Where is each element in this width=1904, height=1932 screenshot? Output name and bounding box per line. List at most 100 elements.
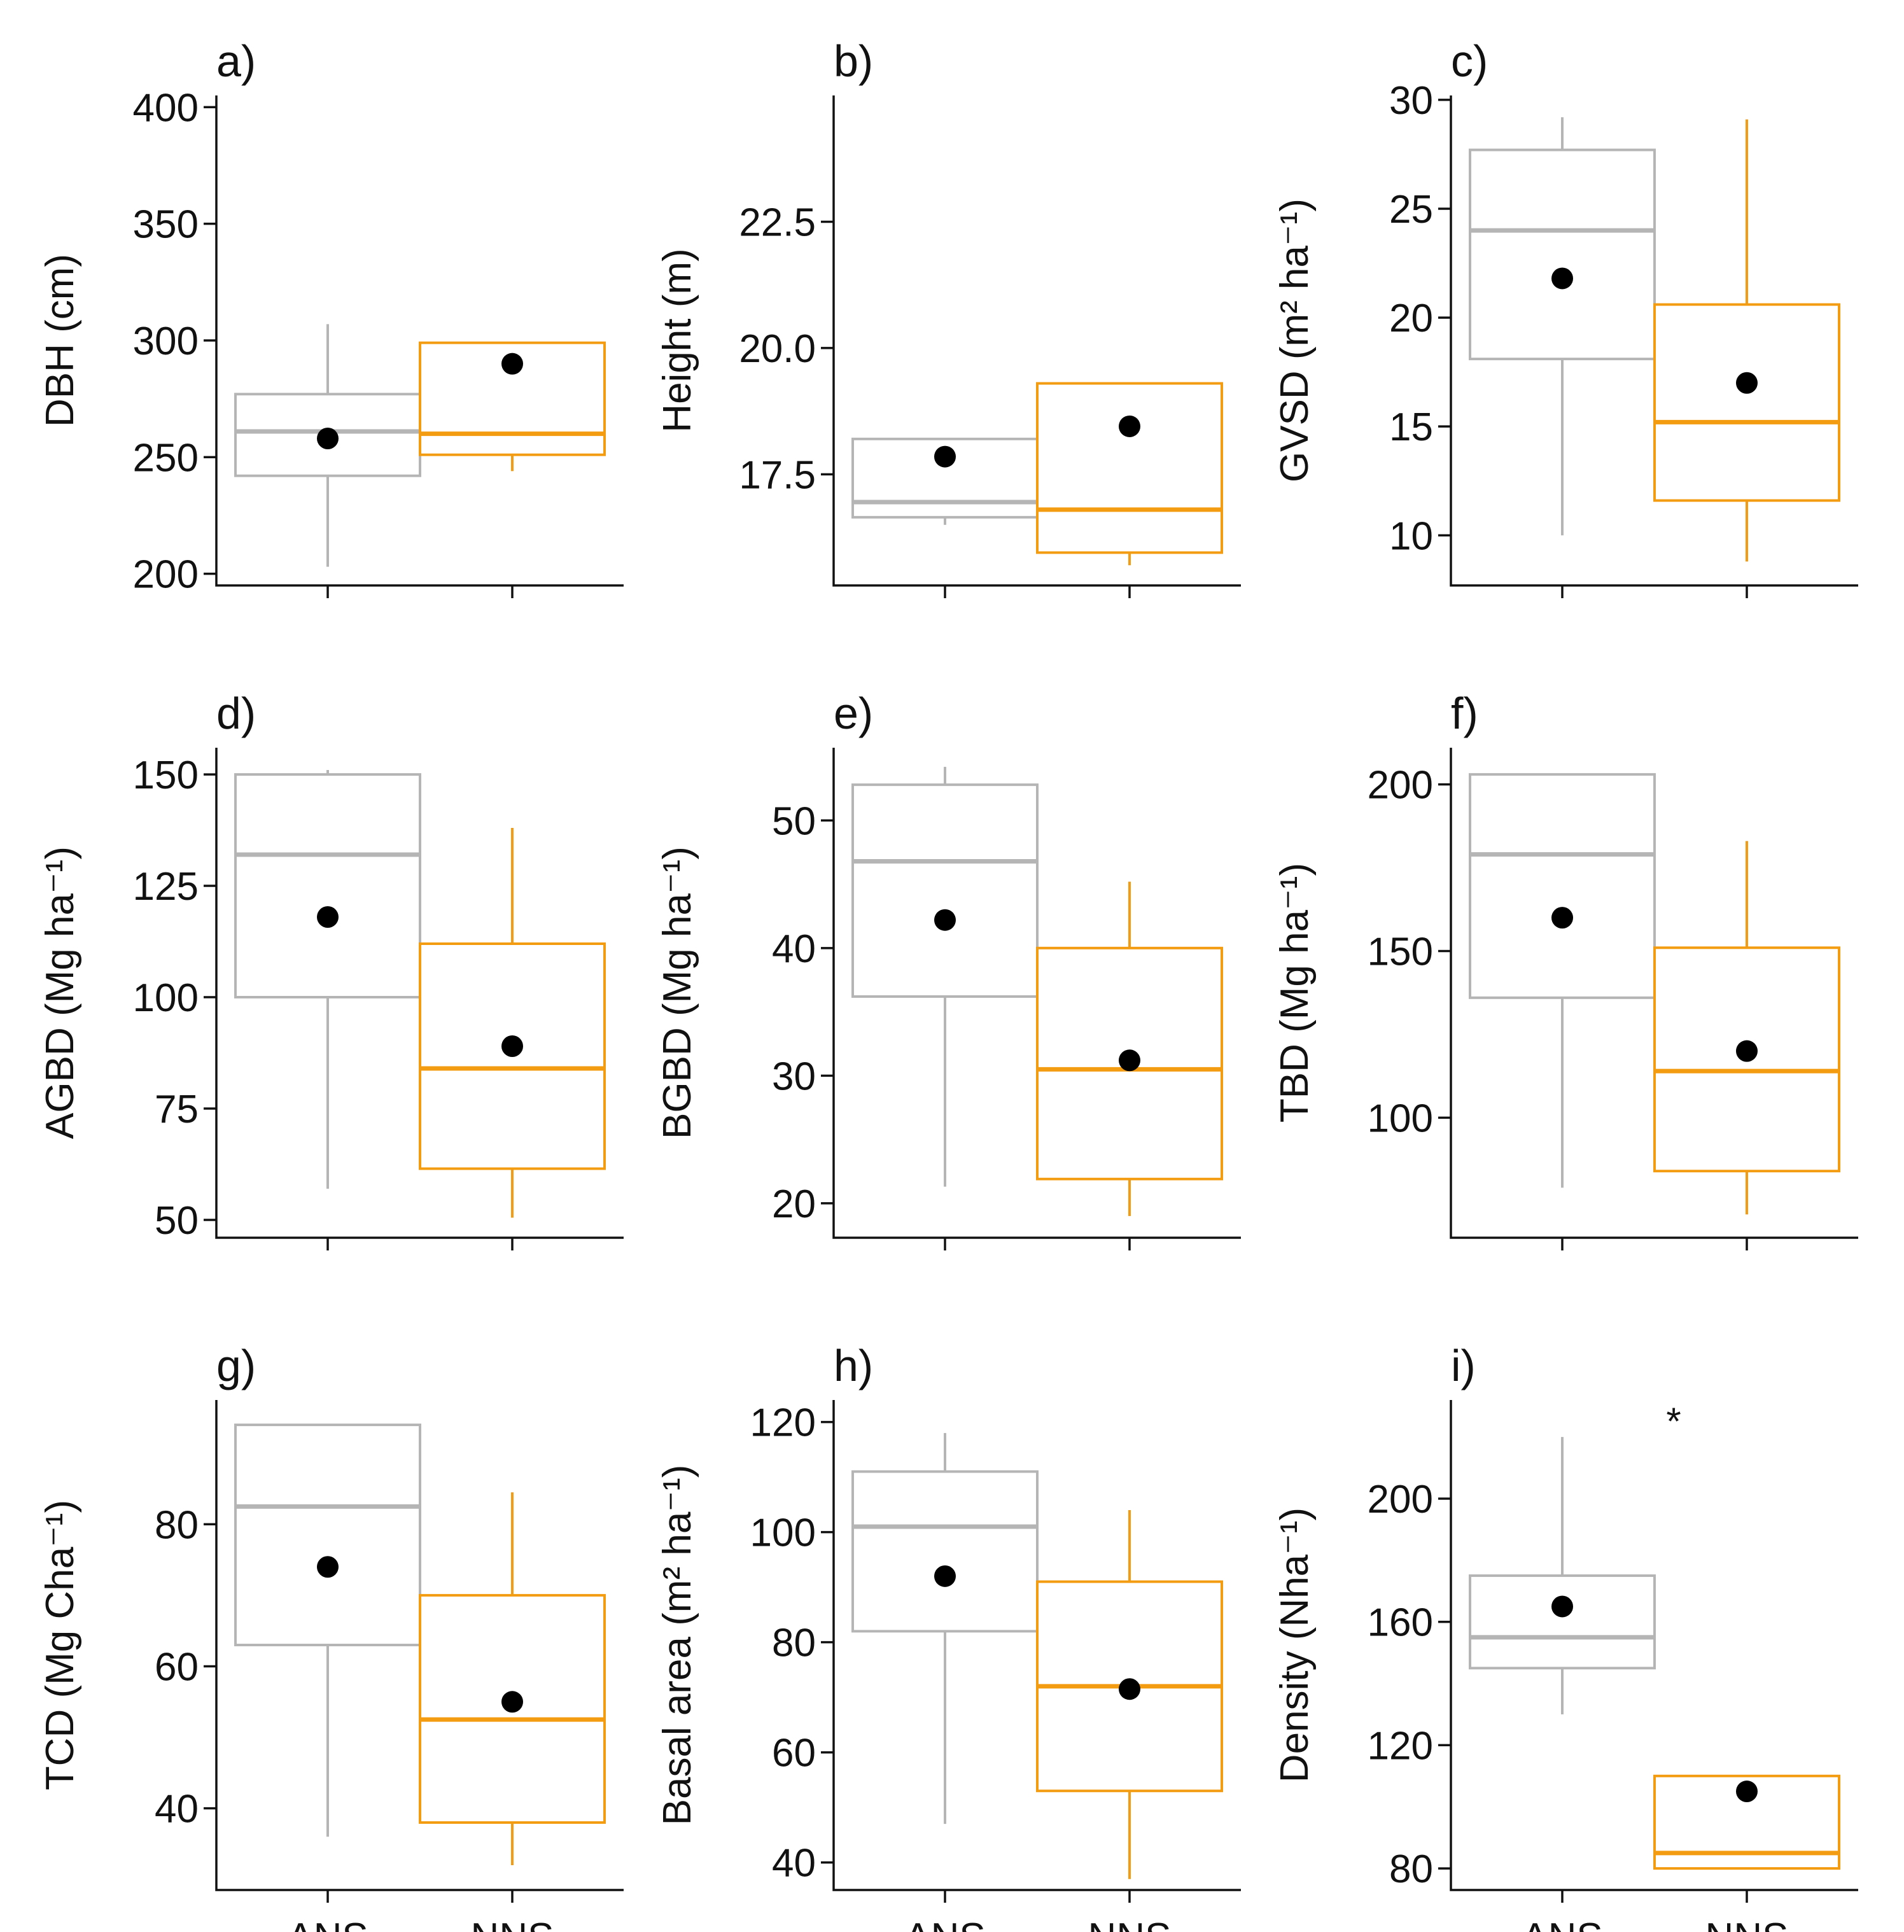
panel-label: g) (216, 1341, 256, 1390)
panel-e: e) 20 30 40 50 BGBD (Mg ha⁻¹) (655, 689, 1241, 1250)
y-axis-title: Height (m) (655, 248, 699, 432)
y-tick-label: 100 (1368, 1096, 1433, 1140)
iqr-box (851, 783, 1039, 998)
box-nns (1036, 1510, 1223, 1879)
panel-g: g) 40 60 80 TCD (Mg Cha⁻¹) ANS NNS (38, 1341, 624, 1932)
panel-a: a) 200 250 300 350 400 DBH (cm) (38, 36, 624, 598)
y-tick-label: 160 (1368, 1601, 1433, 1645)
y-tick-label: 20 (1389, 297, 1433, 340)
y-tick-label: 300 (133, 319, 199, 363)
y-tick-label: 22.5 (739, 200, 816, 244)
mean-marker (317, 906, 339, 928)
iqr-box (234, 1424, 421, 1646)
box-ans (234, 1424, 421, 1837)
panel-d: d) 50 75 100 125 150 AGBD (Mg ha⁻¹) (38, 689, 624, 1250)
axis-lines (215, 95, 624, 587)
box-nns (1653, 119, 1840, 562)
y-tick-label: 15 (1389, 405, 1433, 449)
y-tick-label: 60 (155, 1645, 199, 1689)
mean-marker (1551, 907, 1573, 929)
y-tick-label: 40 (772, 1842, 816, 1886)
y-tick-label: 80 (1389, 1847, 1433, 1891)
mean-marker (1551, 267, 1573, 290)
x-category-label: ANS (904, 1915, 985, 1932)
y-tick-label: 40 (155, 1788, 199, 1831)
box-nns (1036, 382, 1223, 566)
axis-lines (1450, 748, 1858, 1239)
mean-marker (501, 353, 523, 375)
box-nns (1653, 841, 1840, 1215)
y-tick-label: 200 (1368, 764, 1433, 808)
iqr-box (234, 773, 421, 998)
iqr-box (1653, 303, 1840, 502)
panel-c: c) 10 15 20 25 30 GVSD (m² ha⁻¹) (1273, 36, 1858, 598)
box-nns (419, 1492, 606, 1865)
panel-label: h) (834, 1341, 873, 1390)
y-tick-label: 200 (1368, 1478, 1433, 1522)
y-axis-title: TBD (Mg ha⁻¹) (1273, 863, 1317, 1123)
y-axis-title: BGBD (Mg ha⁻¹) (655, 846, 699, 1139)
mean-marker (1119, 1678, 1140, 1700)
y-tick-label: 400 (133, 86, 199, 130)
y-tick-label: 120 (750, 1401, 816, 1445)
y-tick-label: 20 (772, 1182, 816, 1226)
box-ans (1469, 117, 1656, 536)
mean-marker (317, 428, 339, 449)
box-ans (1469, 773, 1656, 1188)
mean-marker (1736, 1781, 1758, 1803)
axis-lines (832, 95, 1241, 587)
mean-marker (501, 1691, 523, 1713)
axis-lines (832, 748, 1241, 1239)
box-ans (234, 324, 421, 567)
x-category-label: NNS (471, 1915, 554, 1932)
y-axis-title: Basal area (m² ha⁻¹) (655, 1465, 699, 1826)
x-category-label: ANS (287, 1915, 368, 1932)
mean-marker (1736, 372, 1758, 394)
axis-lines (215, 748, 624, 1239)
y-tick-label: 150 (1368, 930, 1433, 974)
iqr-box (1036, 382, 1223, 554)
mean-marker (1736, 1040, 1758, 1062)
panel-label: d) (216, 689, 256, 738)
panel-label: e) (834, 689, 873, 738)
y-tick-label: 17.5 (739, 453, 816, 497)
panel-label: a) (216, 36, 256, 86)
significance-mark: * (1666, 1400, 1681, 1443)
y-tick-label: 30 (772, 1054, 816, 1098)
box-nns (1653, 1774, 1840, 1870)
y-tick-label: 350 (133, 203, 199, 247)
y-axis-title: DBH (cm) (38, 254, 82, 427)
panel-i: i) 80 120 160 200 Density (Nha⁻¹) ANS NNS * (1273, 1341, 1858, 1932)
box-ans (1469, 1437, 1656, 1714)
y-tick-label: 20.0 (739, 327, 816, 371)
panel-b: b) 17.5 20.0 22.5 Height (m) (655, 36, 1241, 598)
x-category-label: NNS (1088, 1915, 1172, 1932)
iqr-box (1469, 1574, 1656, 1670)
y-tick-label: 30 (1389, 79, 1433, 123)
mean-marker (934, 909, 956, 931)
mean-marker (501, 1035, 523, 1057)
mean-marker (1119, 1049, 1140, 1072)
iqr-box (1469, 148, 1656, 361)
panel-label: c) (1451, 36, 1488, 86)
y-tick-label: 125 (133, 865, 199, 909)
y-tick-label: 100 (133, 976, 199, 1020)
y-axis-title: Density (Nha⁻¹) (1273, 1508, 1317, 1782)
box-nns (419, 828, 606, 1218)
y-tick-label: 80 (155, 1503, 199, 1547)
panel-label: f) (1451, 689, 1478, 738)
y-tick-label: 60 (772, 1732, 816, 1775)
box-ans (851, 437, 1039, 525)
box-ans (851, 767, 1039, 1187)
panel-label: b) (834, 36, 873, 86)
y-axis-title: TCD (Mg Cha⁻¹) (38, 1500, 82, 1790)
x-category-label: NNS (1705, 1915, 1789, 1932)
mean-marker (1119, 415, 1140, 437)
iqr-box (1469, 773, 1656, 999)
axis-lines (215, 1400, 624, 1891)
iqr-box (851, 1470, 1039, 1633)
box-ans (851, 1432, 1039, 1824)
panel-f: f) 100 150 200 TBD (Mg ha⁻¹) (1273, 689, 1858, 1250)
y-tick-label: 250 (133, 436, 199, 480)
